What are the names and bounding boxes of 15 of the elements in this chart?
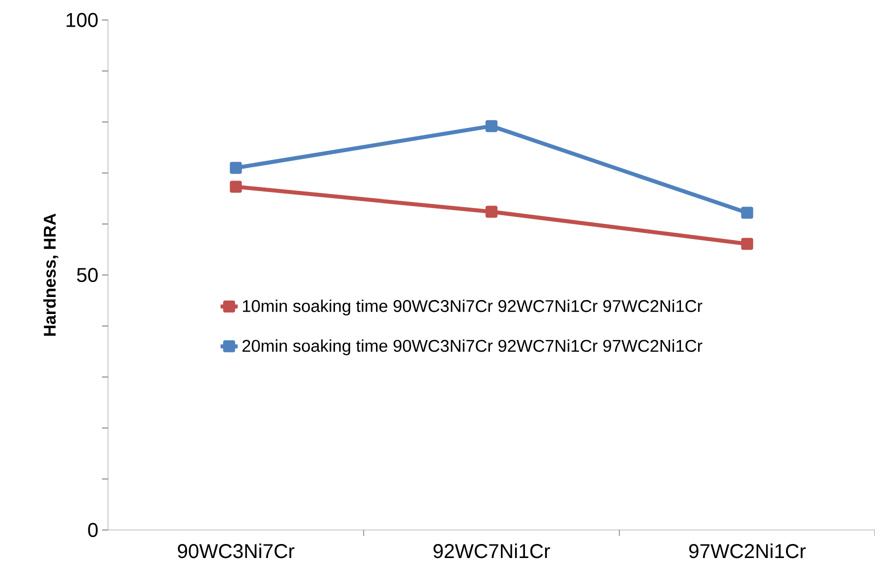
y-tick-label: 100 (66, 12, 98, 28)
x-tick-label: 90WC3Ni7Cr (178, 544, 294, 558)
y-axis-title: Hardness, HRA (43, 214, 58, 336)
point (741, 206, 754, 219)
point (230, 180, 242, 193)
y-tick-label: 50 (77, 268, 98, 282)
point (486, 120, 498, 132)
point (230, 162, 242, 174)
x-tick-label: 92WC7Ni1Cr (434, 544, 550, 558)
legend-label: 20min soaking time 90WC3Ni7Cr 92WC7Ni1Cr 97WC2Ni1Cr (242, 339, 702, 356)
y-tick-label: 0 (88, 522, 98, 538)
point (741, 238, 754, 250)
x-tick-label: 97WC2Ni1Cr (689, 544, 806, 558)
point (486, 206, 498, 218)
legend-label: 10min soaking time 90WC3Ni7Cr 92WC7Ni1Cr 97WC2Ni1Cr (242, 300, 702, 316)
